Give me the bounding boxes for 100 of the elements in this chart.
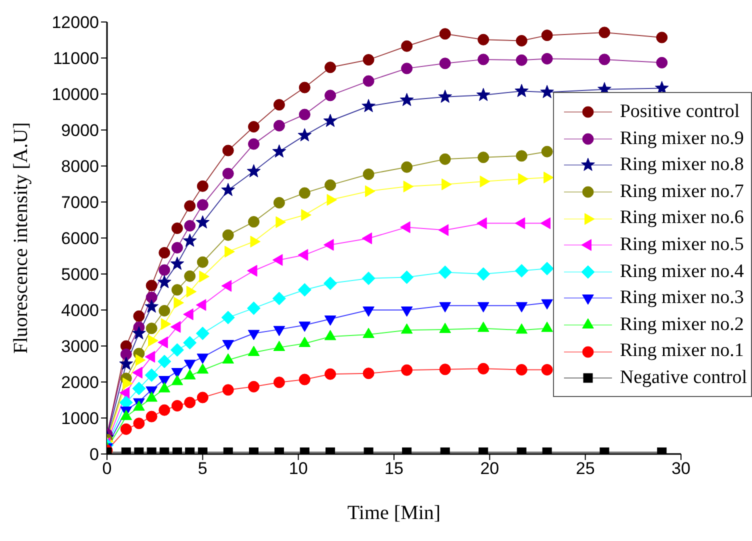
point [516,54,528,66]
point [120,423,132,435]
point [540,262,554,276]
legend-label: Ring mixer no.1 [620,339,744,364]
point [222,144,234,156]
point [144,368,158,382]
point [246,164,261,178]
point [298,128,312,142]
x-tick-label: 10 [288,459,308,478]
point [158,382,170,392]
point [133,418,145,430]
point [158,247,170,259]
x-tick-label: 25 [576,459,595,478]
y-tick-label: 8000 [61,157,99,176]
point [656,56,668,68]
x-axis-title: Time [Min] [347,502,441,524]
legend-label: Positive control [620,100,740,124]
point [171,284,183,296]
point [182,234,197,247]
y-tick-label: 3000 [61,337,99,356]
point [439,28,451,40]
point [196,256,208,268]
legend-label: Ring mixer no.7 [620,180,744,204]
point [656,32,668,44]
x-tick-label: 0 [102,459,112,478]
point [324,368,336,380]
legend-label: Ring mixer no.5 [620,232,744,257]
point [273,120,285,132]
point [170,343,184,357]
y-tick-label: 9000 [61,121,99,140]
point [184,369,196,380]
y-tick-label: 7000 [61,193,99,212]
point [272,292,286,306]
legend-label: Ring mixer no.3 [620,286,744,310]
point [157,275,172,288]
point [146,322,158,334]
legend-label: Ring mixer no.2 [620,312,744,337]
point [362,368,374,380]
y-tick-label: 6000 [61,229,99,248]
y-axis-title: Fluorescence intensity [A.U] [10,122,32,354]
point [298,82,310,94]
point [401,161,413,173]
point [146,391,158,402]
point [146,292,158,304]
point [362,75,374,87]
point [298,187,310,199]
point [184,220,196,232]
point [362,54,374,66]
point [248,138,260,150]
point [401,62,413,74]
point [132,326,146,340]
y-tick-label: 5000 [61,265,99,284]
point [324,276,338,290]
y-tick-label: 10000 [52,85,99,104]
point [439,58,451,70]
y-tick-label: 4000 [61,301,99,320]
legend-label: Ring mixer no.9 [620,126,744,151]
point [439,364,451,376]
point [248,121,260,133]
point [171,400,183,412]
point [400,270,414,284]
x-tick-label: 20 [480,459,500,478]
point [362,272,376,286]
point [598,54,610,66]
point [478,54,490,66]
point [477,322,490,332]
point [540,84,554,98]
point [439,153,451,165]
point [439,322,451,333]
point [247,264,258,277]
point [541,322,553,332]
point [273,196,285,208]
x-tick-label: 15 [384,459,404,478]
point [400,323,413,334]
point [598,26,610,38]
point [541,146,553,158]
point [196,326,210,340]
point [298,108,310,120]
point [476,88,490,101]
point [132,382,146,396]
point [119,356,134,370]
point [184,270,196,282]
point [273,376,285,388]
point [146,410,158,422]
point [171,242,183,254]
point [196,215,210,228]
point [298,336,311,347]
point [323,114,338,127]
point [196,199,208,211]
point [158,304,170,316]
legend-label: Ring mixer no.4 [620,260,744,284]
point [438,90,452,103]
y-tick-label: 12000 [52,13,99,32]
y-tick-label: 1000 [61,409,99,428]
point [514,84,529,98]
y-tick-label: 0 [90,445,99,464]
point [221,182,236,196]
point [516,150,528,162]
point [170,256,184,270]
point [120,348,132,360]
